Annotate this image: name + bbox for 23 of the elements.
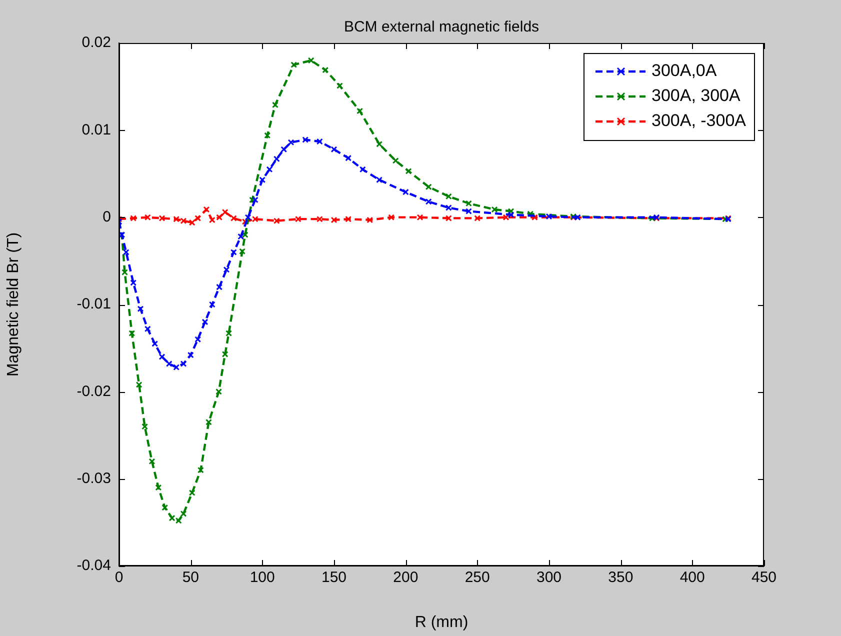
x-tick-label: 200 (393, 569, 418, 586)
y-tick-label: 0.01 (82, 121, 111, 138)
x-tick-label: 100 (250, 569, 275, 586)
x-tick-label: 400 (680, 569, 705, 586)
chart-title: BCM external magnetic fields (344, 18, 540, 36)
legend-label: 300A, 300A (651, 86, 741, 106)
x-tick-label: 0 (114, 569, 124, 586)
x-axis-title: R (mm) (414, 614, 468, 631)
x-tick-label: 350 (608, 569, 634, 586)
legend-label: 300A,0A (651, 61, 718, 80)
x-tick-label: 300 (536, 569, 562, 586)
y-tick-label: 0.02 (82, 34, 111, 52)
x-tick-label: 250 (464, 569, 490, 586)
y-tick-label: -0.02 (76, 382, 111, 400)
legend-label: 300A, -300A (651, 111, 747, 130)
y-axis-title: Magnetic field Br (T) (5, 232, 22, 377)
x-tick-label: 50 (182, 569, 200, 586)
x-tick-label: 450 (751, 569, 777, 586)
y-tick-label: -0.03 (76, 470, 111, 487)
y-tick-label: 0 (102, 208, 111, 226)
y-tick-label: -0.01 (76, 296, 111, 313)
x-tick-label: 150 (321, 569, 347, 586)
y-tick-label: -0.04 (76, 557, 111, 574)
